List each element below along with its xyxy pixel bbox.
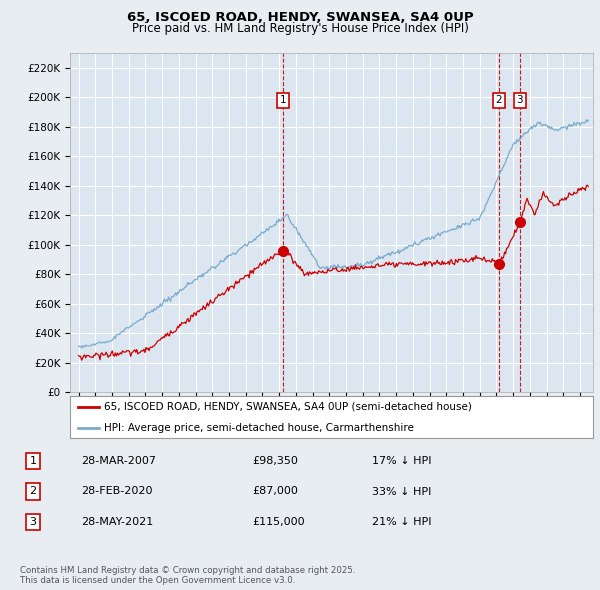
- Text: 21% ↓ HPI: 21% ↓ HPI: [372, 517, 431, 527]
- Text: Contains HM Land Registry data © Crown copyright and database right 2025.
This d: Contains HM Land Registry data © Crown c…: [20, 566, 355, 585]
- Text: 2: 2: [496, 96, 502, 105]
- Text: 65, ISCOED ROAD, HENDY, SWANSEA, SA4 0UP: 65, ISCOED ROAD, HENDY, SWANSEA, SA4 0UP: [127, 11, 473, 24]
- Text: 1: 1: [29, 456, 37, 466]
- Text: 2: 2: [29, 487, 37, 496]
- Text: 1: 1: [280, 96, 286, 105]
- Text: £98,350: £98,350: [252, 456, 298, 466]
- Text: 3: 3: [517, 96, 523, 105]
- Text: Price paid vs. HM Land Registry's House Price Index (HPI): Price paid vs. HM Land Registry's House …: [131, 22, 469, 35]
- Text: £87,000: £87,000: [252, 487, 298, 496]
- Text: 28-FEB-2020: 28-FEB-2020: [81, 487, 152, 496]
- Text: 3: 3: [29, 517, 37, 527]
- Text: £115,000: £115,000: [252, 517, 305, 527]
- Text: HPI: Average price, semi-detached house, Carmarthenshire: HPI: Average price, semi-detached house,…: [104, 423, 414, 432]
- Text: 28-MAY-2021: 28-MAY-2021: [81, 517, 153, 527]
- Text: 65, ISCOED ROAD, HENDY, SWANSEA, SA4 0UP (semi-detached house): 65, ISCOED ROAD, HENDY, SWANSEA, SA4 0UP…: [104, 402, 472, 411]
- Text: 17% ↓ HPI: 17% ↓ HPI: [372, 456, 431, 466]
- Text: 28-MAR-2007: 28-MAR-2007: [81, 456, 156, 466]
- Text: 33% ↓ HPI: 33% ↓ HPI: [372, 487, 431, 496]
